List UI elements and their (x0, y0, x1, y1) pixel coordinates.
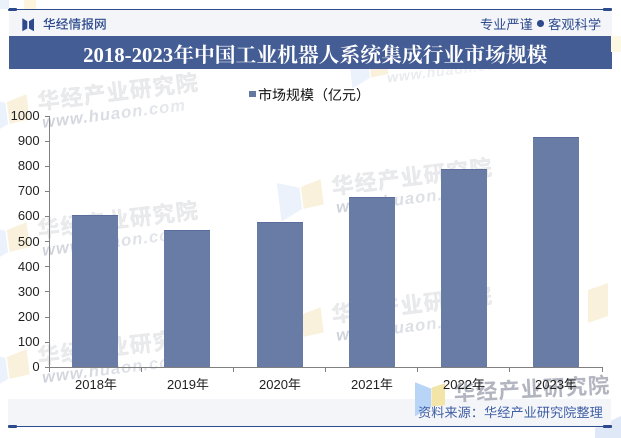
svg-text:2021: 2021 (351, 377, 380, 392)
svg-text:2018-2023: 2018-2023 (83, 45, 173, 67)
svg-text:2018: 2018 (75, 377, 104, 392)
svg-text:2020: 2020 (259, 377, 288, 392)
svg-text:2022: 2022 (443, 377, 472, 392)
svg-text:2019: 2019 (167, 377, 196, 392)
svg-text:2023: 2023 (535, 377, 564, 392)
